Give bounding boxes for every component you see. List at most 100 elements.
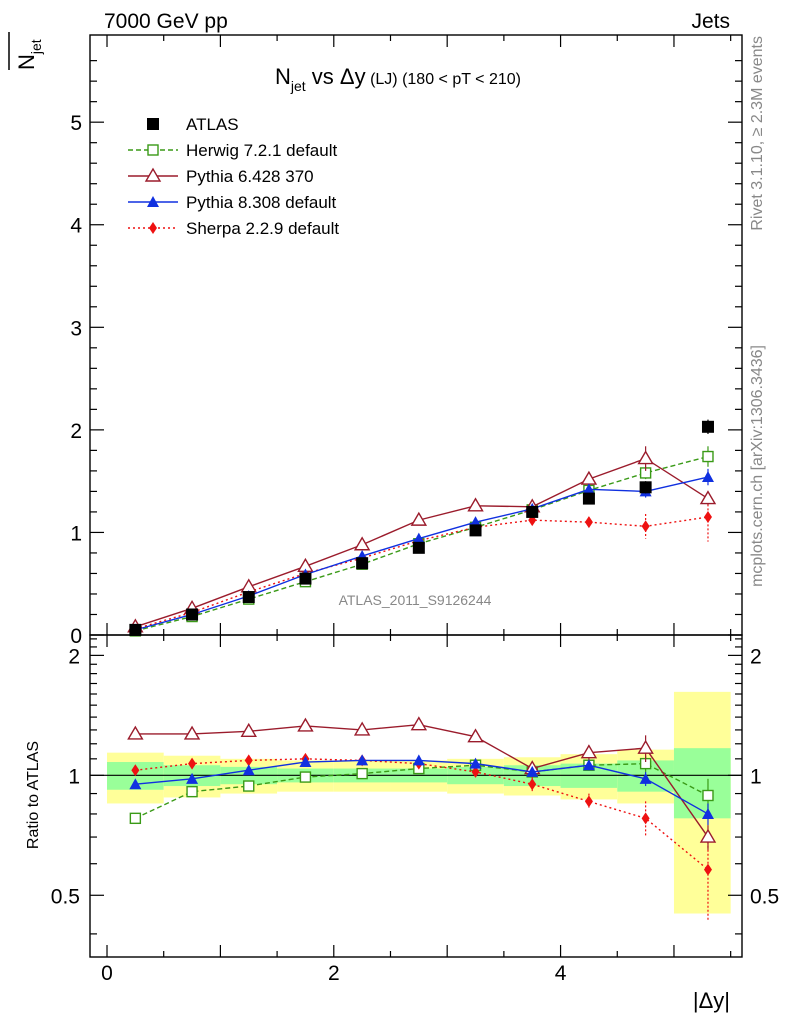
main-panel-series [127, 419, 717, 637]
ratio-point-herwig [186, 785, 198, 798]
x-tick-label: 0 [101, 962, 113, 985]
ratio-point-pythia6 [637, 739, 654, 754]
ratio-y-tick-label-left: 1 [68, 765, 80, 788]
legend-marker-pythia8 [147, 196, 159, 207]
main-point-pythia6 [353, 536, 371, 551]
main-point-pythia6 [580, 470, 598, 485]
main-point-atlas [526, 505, 539, 518]
legend: ATLAS Herwig 7.2.1 default Pythia 6.428 37… [128, 115, 339, 238]
main-y-tick-label: 2 [70, 420, 82, 443]
legend-entry-atlas: ATLAS [147, 115, 239, 134]
ratio-point-sherpa [471, 765, 480, 778]
ratio-point-pythia8 [129, 778, 142, 790]
legend-label-pythia8: Pythia 8.308 default [186, 193, 337, 212]
ratio-point-pythia8 [299, 756, 312, 768]
legend-marker-sherpa [149, 222, 157, 234]
header-left-label: 7000 GeV pp [104, 10, 228, 33]
ratio-point-herwig [356, 767, 368, 780]
legend-entry-herwig: Herwig 7.2.1 default [128, 141, 337, 160]
ratio-y-tick-label-right: 2 [750, 645, 762, 668]
ratio-y-tick-label-left: 2 [68, 645, 80, 668]
x-tick-label: 2 [328, 962, 340, 985]
main-point-pythia8 [701, 471, 714, 483]
ratio-y-axis-label: Ratio to ATLAS [25, 741, 42, 849]
ratio-y-tick-label-left: 0.5 [51, 885, 80, 908]
ratio-point-sherpa [584, 795, 593, 808]
main-point-atlas [299, 572, 312, 585]
mcplots-label: mcplots.cern.ch [arXiv:1306.3436] [749, 345, 766, 587]
legend-entry-sherpa: Sherpa 2.2.9 default [128, 219, 339, 238]
ratio-point-sherpa [244, 754, 253, 767]
main-y-tick-label: 4 [70, 215, 82, 238]
ratio-point-pythia6 [183, 725, 201, 740]
main-point-atlas [412, 541, 425, 554]
main-y-tick-label: 1 [70, 522, 82, 545]
legend-label-sherpa: Sherpa 2.2.9 default [186, 219, 339, 238]
main-point-atlas [356, 557, 369, 570]
header-right-label: Jets [691, 10, 730, 33]
ratio-panel-frame [89, 634, 743, 958]
ratio-point-pythia6 [127, 725, 144, 740]
ratio-point-pythia6 [580, 744, 598, 759]
main-point-pythia6 [637, 450, 654, 465]
ratio-point-herwig [243, 780, 255, 792]
legend-entry-pythia6: Pythia 6.428 370 [128, 167, 314, 186]
x-tick-label: 4 [555, 962, 567, 985]
ratio-point-sherpa [528, 778, 537, 791]
svg-text:Njet: Njet [14, 39, 44, 70]
ratio-point-sherpa [641, 812, 650, 825]
ratio-point-pythia6 [240, 722, 257, 737]
main-point-pythia8 [582, 483, 595, 495]
ratio-point-herwig [129, 812, 142, 825]
main-y-tick-label: 5 [70, 112, 82, 135]
legend-marker-atlas [147, 118, 159, 130]
legend-label-pythia6: Pythia 6.428 370 [186, 167, 314, 186]
ratio-point-pythia8 [582, 759, 595, 771]
legend-marker-pythia6 [144, 167, 162, 182]
x-axis-label: |Δy| [693, 988, 730, 1013]
main-point-sherpa [584, 516, 593, 529]
ratio-panel-series [127, 716, 717, 922]
main-point-atlas [469, 524, 482, 537]
main-series-atlas [129, 419, 714, 636]
main-y-tick-label: 3 [70, 317, 82, 340]
main-point-atlas [242, 591, 255, 604]
main-point-sherpa [703, 511, 712, 524]
main-point-sherpa [641, 520, 650, 533]
ratio-point-pythia8 [186, 772, 199, 784]
ratio-point-pythia8 [469, 757, 482, 769]
ratio-point-pythia8 [639, 772, 652, 784]
ratio-point-sherpa [188, 757, 197, 770]
ratio-point-sherpa [703, 863, 712, 876]
ratio-point-pythia6 [410, 716, 428, 731]
ratio-point-pythia8 [242, 764, 255, 776]
ratio-point-pythia8 [701, 807, 714, 819]
ratio-point-pythia8 [526, 765, 539, 777]
legend-label-atlas: ATLAS [186, 115, 239, 134]
ratio-y-tick-label-right: 1 [750, 765, 762, 788]
main-y-axis-label: Njet [8, 32, 44, 70]
ratio-point-sherpa [131, 764, 140, 777]
main-point-pythia6 [699, 490, 717, 505]
main-point-herwig [702, 450, 714, 463]
main-point-atlas [639, 481, 652, 494]
main-title: Njet vs Δy (LJ) (180 < pT < 210) [275, 64, 521, 94]
rivet-version-label: Rivet 3.1.10, ≥ 2.3M events [749, 36, 766, 231]
ratio-point-pythia6 [467, 728, 484, 743]
main-point-atlas [582, 492, 595, 505]
main-point-atlas [701, 420, 714, 433]
ratio-series-pythia8 [129, 754, 714, 826]
ratio-point-pythia8 [356, 754, 369, 766]
ratio-point-pythia8 [412, 754, 425, 766]
analysis-watermark: ATLAS_2011_S9126244 [339, 592, 492, 608]
main-point-pythia8 [412, 532, 425, 544]
ratio-point-herwig [702, 789, 714, 802]
legend-entry-pythia8: Pythia 8.308 default [128, 193, 337, 212]
main-title-subscript: jet [290, 78, 306, 94]
main-point-atlas [186, 608, 199, 621]
ratio-point-pythia6 [699, 828, 717, 843]
main-point-pythia6 [467, 497, 484, 512]
main-point-pythia6 [410, 511, 428, 526]
